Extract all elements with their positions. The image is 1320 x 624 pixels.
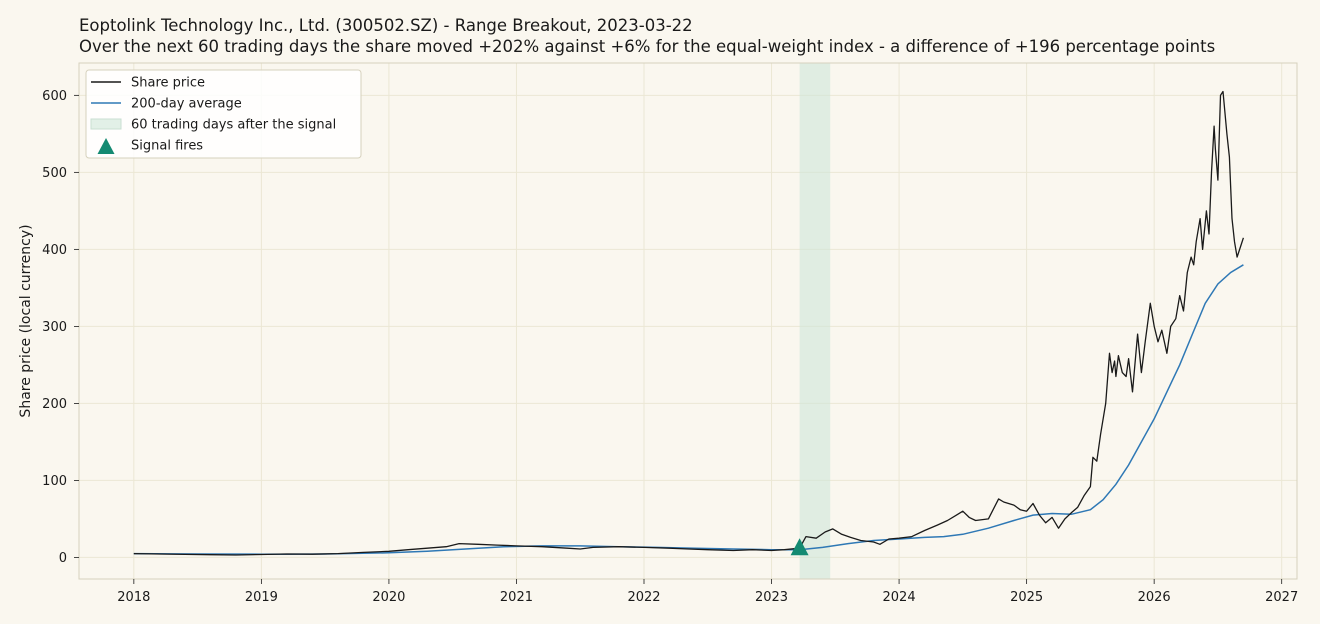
legend-swatch-window (90, 118, 122, 130)
chart-title: Eoptolink Technology Inc., Ltd. (300502.… (79, 16, 693, 35)
axis-ticks: 2018 2019 2020 2021 2022 2023 2024 2025 2026 2027… (42, 89, 1298, 605)
x-tick-label: 2026 (1138, 590, 1171, 605)
x-tick-label: 2024 (883, 590, 916, 605)
x-tick-label: 2027 (1265, 590, 1298, 605)
signal-layer (790, 538, 809, 556)
legend-label-average: 200-day average (131, 97, 242, 112)
legend-label-window: 60 trading days after the signal (131, 118, 336, 133)
signal-marker (790, 538, 809, 556)
series-line-200-day-average (133, 264, 1244, 555)
x-tick-label: 2020 (372, 590, 405, 605)
x-tick-label: 2022 (627, 590, 660, 605)
chart-subtitle: Over the next 60 trading days the share … (79, 37, 1216, 56)
x-tick-label: 2025 (1010, 590, 1043, 605)
plot-frame (78, 62, 1298, 580)
grid (79, 63, 1297, 579)
x-tick-label: 2019 (245, 590, 278, 605)
y-tick-label: 500 (42, 166, 67, 181)
y-tick-label: 100 (42, 474, 67, 489)
y-axis-label: Share price (local currency) (18, 224, 34, 417)
legend: Share price 200-day average 60 trading d… (85, 69, 362, 159)
series-line-share-price (133, 90, 1245, 556)
legend-swatch-signal (97, 138, 115, 154)
y-tick-label: 600 (42, 89, 67, 104)
y-tick-label: 300 (42, 320, 67, 335)
y-tick-label: 200 (42, 397, 67, 412)
x-tick-label: 2018 (117, 590, 150, 605)
signal-window-band (799, 63, 831, 579)
legend-label-price: Share price (131, 76, 205, 91)
y-tick-label: 0 (59, 551, 67, 566)
series-layer (133, 90, 1245, 556)
legend-label-signal: Signal fires (131, 139, 203, 154)
x-tick-label: 2021 (500, 590, 533, 605)
x-tick-label: 2023 (755, 590, 788, 605)
legend-box (85, 69, 362, 159)
y-tick-label: 400 (42, 243, 67, 258)
